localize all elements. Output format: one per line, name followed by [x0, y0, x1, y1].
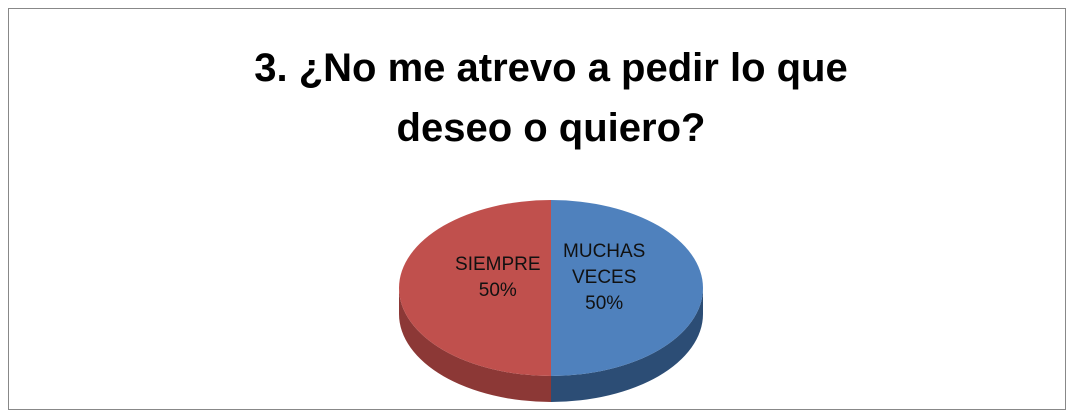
pie-slice — [551, 200, 703, 402]
data-label-category: SIEMPRE — [455, 254, 541, 275]
chart-title: 3. ¿No me atrevo a pedir lo que deseo o … — [254, 46, 848, 150]
data-label-value: 50% — [478, 280, 517, 301]
chart-frame — [8, 8, 1066, 410]
slice-side — [399, 288, 551, 402]
slice-top — [551, 200, 703, 376]
slice-top — [399, 200, 551, 376]
data-label-value: 50% — [585, 293, 624, 314]
pie-slice — [399, 200, 551, 402]
slice-side — [551, 288, 703, 402]
data-label-category: MUCHAS VECES — [563, 241, 646, 288]
